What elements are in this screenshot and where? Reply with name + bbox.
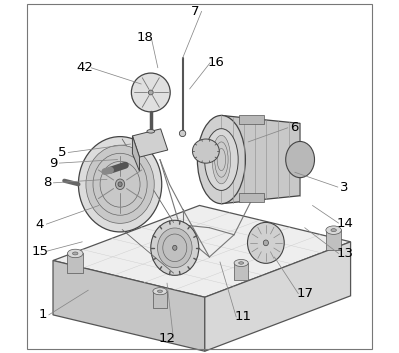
- Polygon shape: [132, 136, 140, 171]
- Text: 17: 17: [296, 287, 313, 300]
- Ellipse shape: [215, 142, 228, 177]
- Polygon shape: [221, 115, 300, 204]
- Ellipse shape: [173, 245, 177, 250]
- Text: 11: 11: [234, 311, 251, 323]
- Text: 6: 6: [290, 121, 298, 134]
- Polygon shape: [53, 261, 205, 351]
- Ellipse shape: [205, 128, 238, 190]
- Text: 13: 13: [336, 247, 354, 260]
- Ellipse shape: [192, 139, 219, 163]
- Polygon shape: [132, 129, 168, 157]
- Ellipse shape: [180, 130, 186, 137]
- Ellipse shape: [247, 222, 284, 263]
- Ellipse shape: [67, 249, 83, 258]
- Ellipse shape: [158, 290, 162, 292]
- Ellipse shape: [73, 252, 78, 255]
- Ellipse shape: [79, 137, 162, 232]
- Text: 12: 12: [158, 332, 176, 345]
- Ellipse shape: [151, 220, 199, 275]
- Text: 5: 5: [57, 146, 66, 159]
- Polygon shape: [153, 291, 167, 308]
- Ellipse shape: [217, 149, 225, 170]
- Ellipse shape: [212, 135, 231, 184]
- Ellipse shape: [234, 259, 248, 267]
- Text: 1: 1: [38, 309, 47, 321]
- Ellipse shape: [93, 153, 147, 215]
- Ellipse shape: [198, 115, 245, 204]
- Ellipse shape: [115, 179, 124, 190]
- Ellipse shape: [263, 240, 269, 246]
- Ellipse shape: [158, 228, 192, 268]
- Polygon shape: [53, 205, 351, 297]
- Polygon shape: [205, 242, 351, 351]
- Text: 18: 18: [136, 31, 153, 43]
- Ellipse shape: [100, 161, 140, 207]
- Polygon shape: [326, 230, 342, 250]
- Polygon shape: [234, 263, 248, 280]
- Ellipse shape: [331, 229, 336, 232]
- Polygon shape: [239, 193, 264, 202]
- Ellipse shape: [147, 130, 155, 133]
- Ellipse shape: [163, 234, 187, 262]
- Text: 4: 4: [36, 218, 44, 231]
- Text: 15: 15: [32, 245, 48, 258]
- Text: 3: 3: [340, 181, 348, 193]
- Ellipse shape: [118, 182, 122, 187]
- Text: 16: 16: [208, 56, 225, 69]
- Text: 14: 14: [336, 217, 354, 229]
- Ellipse shape: [148, 90, 153, 95]
- Ellipse shape: [86, 145, 154, 223]
- Ellipse shape: [239, 262, 244, 264]
- Ellipse shape: [326, 226, 342, 234]
- Polygon shape: [67, 253, 83, 273]
- Ellipse shape: [286, 142, 314, 178]
- Polygon shape: [239, 115, 264, 124]
- Ellipse shape: [131, 73, 170, 112]
- Text: 42: 42: [76, 61, 93, 74]
- Ellipse shape: [153, 288, 167, 295]
- Text: 9: 9: [49, 157, 57, 169]
- Text: 7: 7: [191, 5, 200, 18]
- Text: 8: 8: [43, 176, 51, 189]
